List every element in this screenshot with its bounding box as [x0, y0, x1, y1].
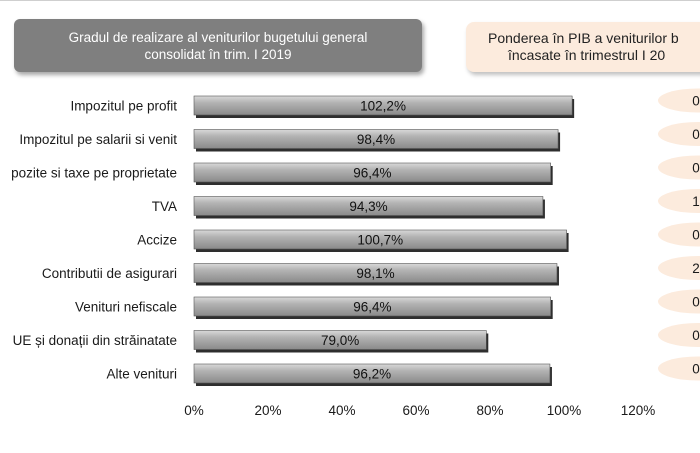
bar	[193, 196, 544, 216]
value-label: 98,1%	[356, 266, 394, 281]
category-label: Impozitul pe salarii si venit	[19, 132, 177, 147]
side-value-text: 1	[692, 194, 700, 209]
value-label: 102,2%	[360, 99, 406, 114]
bar	[193, 129, 559, 149]
value-label: 96,4%	[353, 166, 391, 181]
x-tick-label: 60%	[402, 403, 429, 418]
value-label: 100,7%	[357, 233, 403, 248]
x-tick-label: 20%	[254, 403, 281, 418]
x-tick-label: 0%	[184, 403, 204, 418]
category-label: Contributii de asigurari	[42, 266, 177, 281]
side-value-ellipse	[658, 88, 700, 113]
bar	[193, 363, 551, 384]
value-label: 96,4%	[353, 300, 391, 315]
side-ellipses: 0 0 0 1 0 2 0 0 0	[658, 88, 700, 381]
bar	[193, 95, 573, 116]
value-labels: 102,2% 98,4% 96,4% 94,3% 100,7% 98,1% 96,4% 79,…	[321, 99, 406, 382]
side-value-ellipse	[658, 155, 700, 180]
side-value-ellipse	[658, 323, 700, 347]
category-label: TVA	[152, 199, 177, 214]
bar	[193, 296, 551, 317]
bar	[193, 162, 551, 183]
x-axis-ticks: 0% 20% 40% 60% 80% 100% 120%	[184, 403, 655, 418]
category-label: Alte venituri	[106, 367, 177, 382]
side-value-text: 0	[692, 362, 700, 377]
left-title-line-1: Gradul de realizare al veniturilor buget…	[68, 29, 368, 45]
side-value-ellipse	[658, 256, 700, 280]
top-border	[0, 0, 700, 1]
side-value-ellipse	[658, 222, 700, 247]
category-label: pozite si taxe pe proprietate	[11, 166, 177, 181]
side-value-text: 0	[692, 228, 700, 243]
value-label: 94,3%	[349, 199, 387, 214]
bars-layer	[193, 95, 575, 386]
category-labels: Impozitul pe profit Impozitul pe salarii …	[11, 99, 177, 382]
side-value-text: 0	[692, 295, 700, 310]
x-tick-label: 100%	[547, 403, 582, 418]
right-chart-title-box: Ponderea în PIB a veniturilor b încasate…	[466, 22, 700, 72]
side-value-text: 0	[692, 161, 700, 176]
bar	[193, 263, 558, 283]
bar	[193, 229, 567, 250]
x-tick-label: 40%	[328, 403, 355, 418]
value-label: 98,4%	[357, 132, 395, 147]
value-label: 79,0%	[321, 333, 359, 348]
side-value-text: 2	[692, 261, 700, 276]
right-title-line-2: încasate în trimestrul I 20	[508, 47, 666, 63]
side-value-ellipse	[658, 356, 700, 381]
bar	[193, 330, 487, 350]
category-label: Accize	[137, 233, 177, 248]
left-chart-title-box: Gradul de realizare al veniturilor buget…	[14, 19, 422, 72]
side-value-ellipse	[658, 122, 700, 146]
value-label: 96,2%	[353, 367, 391, 382]
x-tick-label: 120%	[621, 403, 656, 418]
side-value-text: 0	[692, 328, 700, 343]
x-tick-label: 80%	[476, 403, 503, 418]
category-label: UE și donații din străinatate	[13, 333, 177, 348]
left-title-line-2: consolidat în trim. I 2019	[144, 46, 292, 62]
right-title-line-1: Ponderea în PIB a veniturilor b	[488, 30, 679, 46]
category-label: Impozitul pe profit	[70, 99, 177, 114]
side-value-text: 0	[692, 94, 700, 109]
category-label: Venituri nefiscale	[75, 300, 177, 315]
side-value-ellipse	[658, 189, 700, 213]
side-value-ellipse	[658, 289, 700, 314]
side-value-text: 0	[692, 127, 700, 142]
